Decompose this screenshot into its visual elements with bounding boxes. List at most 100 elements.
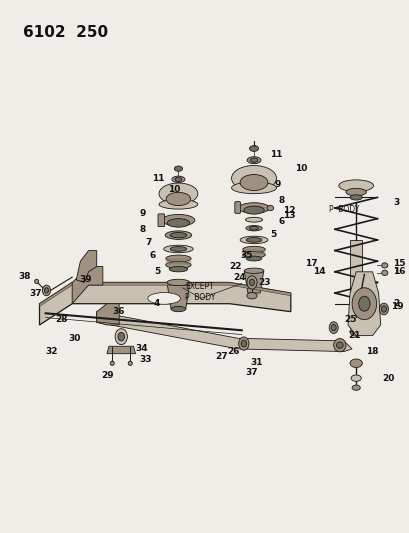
Ellipse shape [351,385,360,390]
Text: 5: 5 [153,268,160,276]
Text: 34: 34 [135,344,148,353]
FancyBboxPatch shape [157,214,164,227]
Text: 23: 23 [258,278,270,287]
Ellipse shape [246,293,256,299]
Ellipse shape [381,263,387,268]
Ellipse shape [42,285,50,296]
Ellipse shape [240,340,246,347]
Text: 10: 10 [168,185,180,194]
Text: 24: 24 [233,273,245,281]
Text: 7: 7 [145,238,151,247]
Text: 1: 1 [392,268,398,276]
Text: 11: 11 [151,174,164,183]
Ellipse shape [162,214,194,226]
Ellipse shape [266,205,273,211]
Ellipse shape [330,325,335,331]
Ellipse shape [44,288,48,293]
Ellipse shape [128,361,132,366]
Ellipse shape [338,180,373,191]
Ellipse shape [336,342,342,349]
Ellipse shape [110,361,114,366]
Text: 2: 2 [392,299,398,308]
Text: 8: 8 [278,196,284,205]
Ellipse shape [238,203,269,213]
Ellipse shape [249,279,254,286]
Ellipse shape [159,199,198,209]
Ellipse shape [333,338,345,352]
Text: 15: 15 [392,260,405,268]
Text: 12: 12 [282,206,294,215]
Ellipse shape [166,279,189,286]
Ellipse shape [345,188,366,196]
Ellipse shape [250,158,257,163]
Text: 28: 28 [56,315,68,324]
Ellipse shape [231,165,276,191]
Polygon shape [39,282,290,325]
Text: 16: 16 [392,268,405,276]
Ellipse shape [249,227,258,230]
Text: P  BODY: P BODY [328,205,358,214]
Text: 6: 6 [149,252,155,260]
Polygon shape [166,282,189,309]
Polygon shape [39,282,290,306]
Text: 35: 35 [240,252,253,260]
Text: 9: 9 [139,209,145,218]
Text: 6: 6 [278,217,284,226]
Ellipse shape [244,268,263,273]
Ellipse shape [379,303,387,315]
Ellipse shape [381,306,385,312]
Ellipse shape [381,270,387,276]
Text: 38: 38 [19,272,31,280]
Ellipse shape [249,146,258,151]
Ellipse shape [165,231,191,239]
Ellipse shape [349,328,362,336]
Text: 31: 31 [249,358,262,367]
Text: 37: 37 [29,288,41,297]
Ellipse shape [247,157,261,164]
Text: 39: 39 [79,275,92,284]
Text: 33: 33 [139,355,152,364]
Text: 19: 19 [390,302,402,311]
Ellipse shape [351,288,376,320]
Polygon shape [97,312,351,352]
Text: 11: 11 [270,150,282,159]
Text: 36: 36 [112,307,125,316]
Text: 3: 3 [392,198,398,207]
Text: 18: 18 [366,347,378,356]
Polygon shape [107,346,135,354]
Ellipse shape [171,176,184,182]
Ellipse shape [245,225,262,231]
Text: 6102  250: 6102 250 [23,25,108,39]
Ellipse shape [175,177,181,181]
Text: 14: 14 [312,268,325,276]
Text: 4: 4 [153,299,160,308]
Polygon shape [244,271,263,293]
Text: 8: 8 [139,225,145,234]
Ellipse shape [231,182,276,193]
Ellipse shape [165,262,191,268]
Ellipse shape [350,375,360,381]
Text: 27: 27 [214,352,227,361]
Polygon shape [72,266,103,304]
Text: 21: 21 [347,331,360,340]
Ellipse shape [167,219,189,227]
Text: 22: 22 [229,262,241,271]
Ellipse shape [165,255,191,262]
Ellipse shape [147,293,180,304]
FancyBboxPatch shape [234,201,240,213]
Ellipse shape [349,195,362,200]
Polygon shape [76,251,97,282]
Ellipse shape [163,245,193,253]
Ellipse shape [238,337,248,350]
Text: 26: 26 [227,347,239,356]
Ellipse shape [174,166,182,171]
Text: 29: 29 [101,371,113,380]
Text: EXCEPT
P  BODY: EXCEPT P BODY [184,282,215,302]
Text: 30: 30 [68,334,80,343]
Ellipse shape [170,247,186,252]
Ellipse shape [243,206,264,214]
Ellipse shape [34,279,38,284]
Text: 9: 9 [274,180,280,189]
Text: 13: 13 [282,212,294,221]
Ellipse shape [115,329,127,345]
